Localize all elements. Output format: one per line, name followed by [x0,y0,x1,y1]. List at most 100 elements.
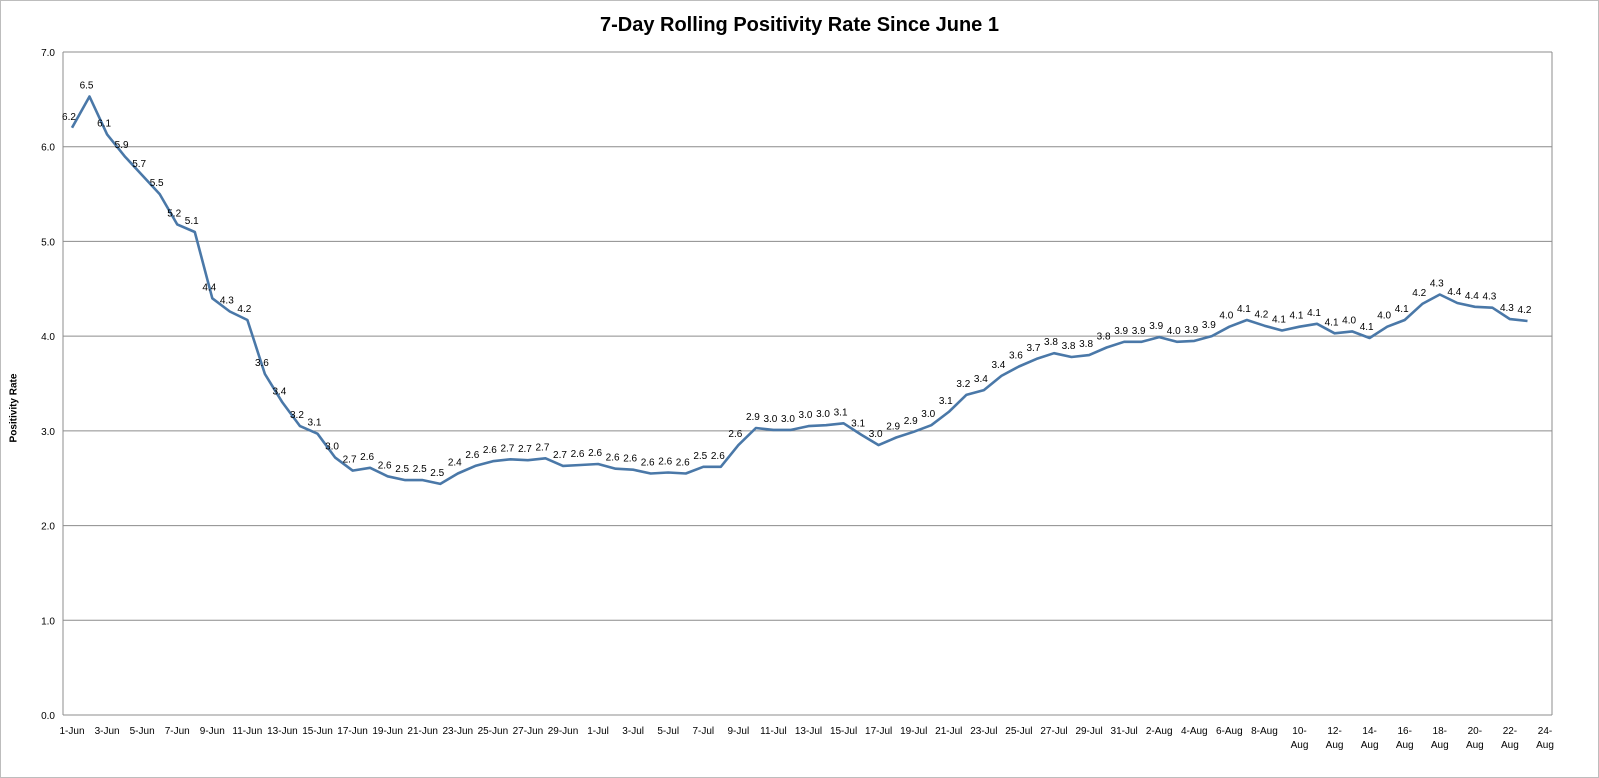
data-label: 3.4 [991,360,1005,371]
data-label: 2.9 [746,412,760,423]
x-tick-label: 15-Jul [830,726,857,737]
data-label: 4.0 [1342,315,1356,326]
x-tick-label: 27-Jul [1040,726,1067,737]
data-label: 4.0 [1219,311,1233,322]
data-label: 4.2 [1412,288,1426,299]
x-tick-label: 24-Aug [1536,726,1554,751]
data-label: 2.6 [360,452,374,463]
data-label: 2.5 [693,451,707,462]
data-label: 4.1 [1395,304,1409,315]
data-label: 2.7 [343,455,357,466]
data-label: 2.9 [886,421,900,432]
data-label: 2.7 [553,450,567,461]
data-label: 6.2 [62,112,76,123]
data-label: 3.9 [1184,325,1198,336]
x-tick-label: 25-Jul [1005,726,1032,737]
data-label: 2.5 [413,464,427,475]
data-label: 3.9 [1149,321,1163,332]
data-label: 5.1 [185,216,199,227]
data-label: 4.4 [1447,287,1461,298]
data-label: 2.6 [465,450,479,461]
data-label: 4.0 [1167,326,1181,337]
data-label: 3.8 [1044,337,1058,348]
data-label: 4.2 [237,304,251,315]
data-label: 3.7 [1027,343,1041,354]
data-label: 3.6 [1009,350,1023,361]
data-label: 2.6 [676,457,690,468]
data-label: 4.2 [1254,310,1268,321]
x-tick-label: 1-Jul [587,726,609,737]
x-tick-label: 21-Jun [407,726,438,737]
y-tick-label: 4.0 [41,332,55,343]
data-label: 2.7 [536,442,550,453]
data-label: 3.2 [956,379,970,390]
x-tick-label: 17-Jun [337,726,368,737]
data-label: 4.3 [1430,278,1444,289]
data-label: 3.1 [834,407,848,418]
data-label: 5.7 [132,159,146,170]
x-tick-label: 29-Jul [1075,726,1102,737]
data-label: 3.1 [939,396,953,407]
x-tick-label: 12-Aug [1326,726,1344,751]
data-label: 6.5 [80,81,94,92]
data-label: 3.9 [1132,326,1146,337]
data-label: 3.1 [308,418,322,429]
x-tick-label: 29-Jun [548,726,579,737]
y-tick-label: 0.0 [41,711,55,722]
data-label: 2.6 [623,454,637,465]
x-tick-label: 23-Jun [442,726,473,737]
y-tick-label: 1.0 [41,616,55,627]
data-label: 2.6 [728,429,742,440]
data-label: 3.8 [1062,341,1076,352]
data-label: 2.6 [571,449,585,460]
x-tick-label: 5-Jul [657,726,679,737]
y-tick-label: 7.0 [41,48,55,59]
data-label: 4.3 [220,296,234,307]
data-label: 2.6 [378,460,392,471]
x-tick-label: 2-Aug [1146,726,1173,737]
data-label: 3.0 [799,410,813,421]
y-tick-label: 2.0 [41,522,55,533]
data-label: 2.6 [606,453,620,464]
x-tick-label: 17-Jul [865,726,892,737]
data-label: 4.0 [1377,311,1391,322]
chart-title: 7-Day Rolling Positivity Rate Since June… [599,14,999,36]
series-line [70,95,1528,486]
data-label: 2.5 [395,464,409,475]
data-label: 2.6 [483,445,497,456]
data-label: 2.6 [641,457,655,468]
x-tick-label: 10-Aug [1291,726,1309,751]
x-tick-label: 21-Jul [935,726,962,737]
data-label: 4.4 [202,282,216,293]
x-tick-label: 8-Aug [1251,726,1278,737]
data-label: 3.0 [921,409,935,420]
data-label: 4.1 [1307,308,1321,319]
data-label: 2.6 [711,451,725,462]
data-label: 3.8 [1097,332,1111,343]
data-label: 3.4 [272,386,286,397]
data-label: 3.0 [869,429,883,440]
data-label: 2.4 [448,457,462,468]
data-label: 5.2 [167,208,181,219]
x-tick-label: 11-Jun [232,726,262,737]
data-label: 3.8 [1079,339,1093,350]
x-tick-label: 9-Jun [200,726,225,737]
x-tick-label: 27-Jun [513,726,544,737]
x-tick-label: 13-Jun [267,726,298,737]
data-label: 4.2 [1518,305,1532,316]
data-label: 3.0 [816,409,830,420]
x-tick-label: 25-Jun [478,726,509,737]
x-tick-label: 7-Jul [692,726,714,737]
x-tick-label: 7-Jun [165,726,190,737]
data-label: 4.1 [1360,322,1374,333]
data-label: 2.9 [904,416,918,427]
data-label: 4.1 [1325,317,1339,328]
x-tick-label: 13-Jul [795,726,822,737]
x-tick-label: 11-Jul [760,726,787,737]
data-label: 2.7 [518,444,532,455]
x-tick-label: 20-Aug [1466,726,1484,751]
data-label: 4.1 [1272,314,1286,325]
x-tick-label: 5-Jun [130,726,155,737]
data-label: 6.1 [97,118,111,129]
